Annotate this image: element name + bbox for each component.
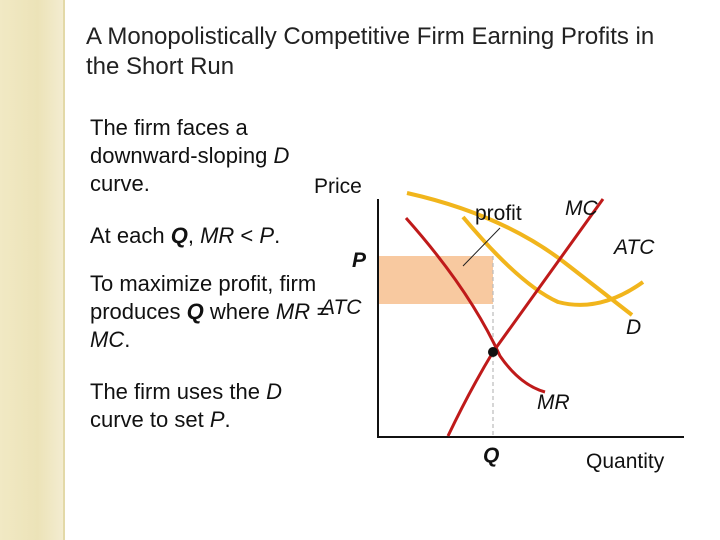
text-p-italic: P [259, 223, 275, 248]
atc-level-label: ATC [319, 296, 362, 319]
text-segment: curve. [90, 171, 150, 196]
mc-curve [446, 198, 605, 437]
text-segment: . [124, 327, 131, 352]
bullet-profit-max-rule: To maximize profit, firm produces Q wher… [90, 270, 330, 354]
price-level-label: P [352, 249, 367, 272]
mc-curve-label: MC [565, 197, 598, 220]
text-segment: < [234, 223, 260, 248]
slide-title: A Monopolistically Competitive Firm Earn… [86, 23, 655, 80]
profit-area [379, 256, 493, 304]
text-d-italic: D [273, 143, 290, 168]
text-segment: , [187, 223, 201, 248]
bullet-demand-curve: The firm faces a downward-sloping D curv… [90, 114, 330, 198]
mr-mc-intersection-dot [488, 347, 498, 357]
quantity-axis-label: Quantity [586, 450, 665, 473]
demand-curve [406, 191, 634, 317]
text-q-bold: Q [186, 299, 204, 324]
text-mr-italic: MR [200, 223, 235, 248]
profit-pointer [462, 227, 501, 267]
profit-label: profit [475, 202, 522, 225]
text-segment: curve to set [90, 407, 210, 432]
text-segment: To maximize profit, firm produces [90, 271, 317, 324]
price-axis-label: Price [314, 175, 362, 198]
decorative-stripe-border [63, 0, 65, 540]
text-d-italic: D [266, 379, 282, 404]
atc-curve [461, 215, 645, 307]
text-mr-eq-mc-italic: MR = MC [90, 299, 330, 352]
mr-curve [404, 217, 546, 394]
atc-curve-label: ATC [612, 236, 655, 259]
text-segment: . [274, 223, 281, 248]
text-p-italic: P [209, 407, 225, 432]
mr-curve-label: MR [537, 391, 570, 414]
decorative-side-stripe [0, 0, 63, 540]
demand-curve-label: D [626, 316, 641, 339]
bullet-set-price: The firm uses the D curve to set P. [90, 378, 330, 434]
text-segment: At each [90, 223, 171, 248]
text-segment: where [203, 299, 276, 324]
text-segment: The firm faces a downward-sloping [90, 115, 274, 168]
text-q-bold: Q [170, 223, 188, 248]
quantity-level-label: Q [483, 444, 499, 467]
text-segment: The firm uses the [90, 379, 267, 404]
text-segment: . [224, 407, 231, 432]
bullet-mr-less-than-p: At each Q, MR < P. [90, 222, 360, 250]
